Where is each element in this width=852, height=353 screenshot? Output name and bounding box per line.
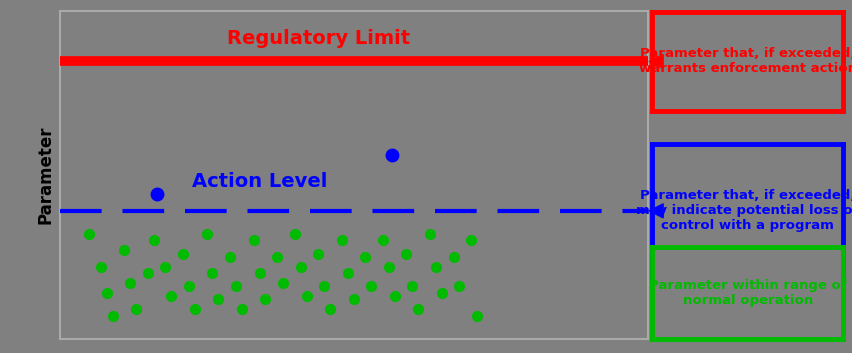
Text: Parameter within range of
normal operation: Parameter within range of normal operati… (649, 279, 846, 307)
Text: Parameter that, if exceeded,
warrants enforcement action: Parameter that, if exceeded, warrants en… (639, 47, 852, 76)
Y-axis label: Parameter: Parameter (36, 125, 54, 224)
Text: Regulatory Limit: Regulatory Limit (227, 29, 410, 48)
Text: Action Level: Action Level (192, 172, 327, 191)
Text: Parameter that, if exceeded,
may indicate potential loss of
control with a progr: Parameter that, if exceeded, may indicat… (636, 189, 852, 232)
